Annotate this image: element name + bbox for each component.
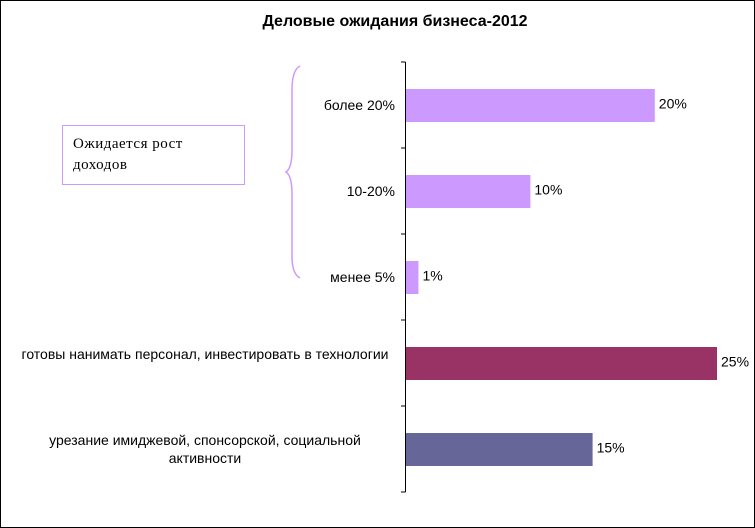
value-label: 20%	[659, 96, 687, 112]
brace	[284, 65, 301, 279]
bar	[406, 347, 717, 380]
value-label: 1%	[422, 268, 442, 284]
chart-title: Деловые ожидания бизнеса-2012	[262, 13, 527, 30]
bar	[406, 89, 655, 122]
value-label: 15%	[597, 440, 625, 456]
annotation: Ожидается рост доходов	[62, 125, 245, 185]
category-label: менее 5%	[330, 269, 395, 285]
value-label: 10%	[534, 182, 562, 198]
category-label: урезание имиджевой, спонсорской, социаль…	[49, 432, 361, 466]
category-label: 10-20%	[346, 183, 395, 199]
category-label: более 20%	[323, 97, 395, 113]
value-label: 25%	[721, 354, 749, 370]
bar	[406, 261, 419, 294]
bar	[406, 175, 531, 208]
bar	[406, 433, 593, 466]
category-label: готовы нанимать персонал, инвестировать …	[21, 346, 389, 362]
